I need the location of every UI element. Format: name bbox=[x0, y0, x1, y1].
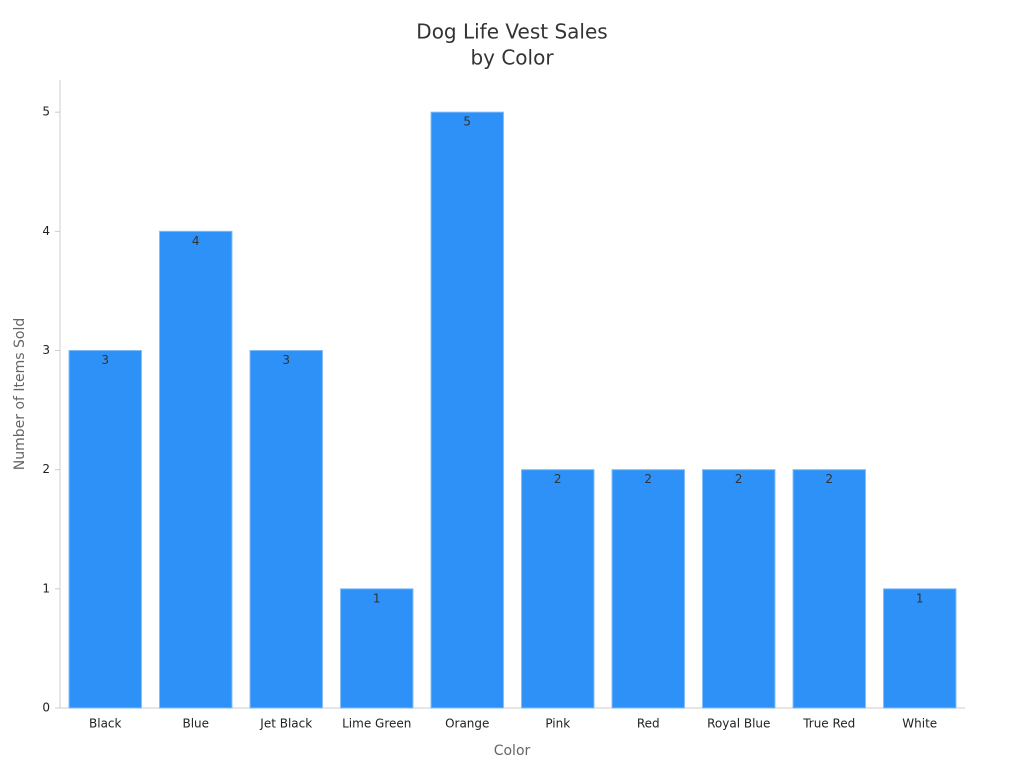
value-label: 1 bbox=[373, 591, 381, 605]
x-tick-label: Lime Green bbox=[342, 717, 411, 731]
x-tick-label: Pink bbox=[545, 717, 570, 731]
bar bbox=[68, 350, 142, 709]
y-tick-label: 0 bbox=[42, 701, 50, 715]
bar bbox=[521, 469, 595, 709]
value-label: 2 bbox=[735, 472, 743, 486]
value-label: 5 bbox=[463, 115, 471, 129]
bar bbox=[883, 588, 957, 709]
x-tick-label: Orange bbox=[445, 717, 489, 731]
y-axis-title: Number of Items Sold bbox=[12, 318, 28, 470]
value-label: 1 bbox=[916, 591, 924, 605]
bar bbox=[340, 588, 414, 709]
value-label: 3 bbox=[101, 353, 109, 367]
y-tick-label: 1 bbox=[42, 581, 50, 595]
bar bbox=[430, 111, 504, 709]
x-tick-label: Red bbox=[637, 717, 660, 731]
x-axis-title: Color bbox=[494, 743, 531, 759]
y-tick-label: 5 bbox=[42, 105, 50, 119]
chart-title: Dog Life Vest Sales bbox=[416, 20, 607, 44]
y-tick-label: 3 bbox=[42, 343, 50, 357]
chart-title: by Color bbox=[470, 46, 554, 70]
x-tick-label: Jet Black bbox=[259, 717, 312, 731]
value-label: 2 bbox=[644, 472, 652, 486]
bar bbox=[792, 469, 866, 709]
value-label: 2 bbox=[554, 472, 562, 486]
x-tick-label: True Red bbox=[802, 717, 855, 731]
value-label: 2 bbox=[825, 472, 833, 486]
x-tick-label: White bbox=[902, 717, 937, 731]
bar bbox=[702, 469, 776, 709]
value-label: 4 bbox=[192, 234, 200, 248]
bar bbox=[249, 350, 323, 709]
bar bbox=[611, 469, 685, 709]
bar bbox=[159, 230, 233, 709]
x-tick-label: Black bbox=[89, 717, 122, 731]
y-tick-label: 4 bbox=[42, 224, 50, 238]
x-tick-label: Blue bbox=[182, 717, 209, 731]
y-tick-label: 2 bbox=[42, 462, 50, 476]
x-tick-label: Royal Blue bbox=[707, 717, 770, 731]
value-label: 3 bbox=[282, 353, 290, 367]
